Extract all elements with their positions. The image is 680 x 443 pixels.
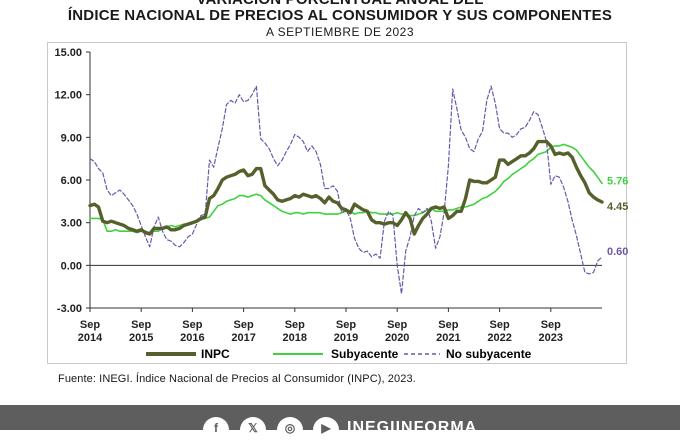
- y-tick-label: 9.00: [61, 132, 82, 144]
- x-tick-year: 2017: [231, 332, 255, 344]
- x-tick-month: Sep: [387, 319, 407, 331]
- x-tick-month: Sep: [80, 319, 100, 331]
- x-tick-year: 2023: [539, 332, 563, 344]
- x-tick-month: Sep: [490, 319, 510, 331]
- end-label: 4.45: [607, 201, 628, 213]
- x-tick-year: 2016: [180, 332, 204, 344]
- x-tick-year: 2015: [129, 332, 153, 344]
- social-handle[interactable]: INEGIINFORMA: [347, 419, 478, 436]
- end-label: 0.60: [607, 246, 628, 258]
- x-tick-year: 2018: [283, 332, 307, 344]
- y-tick-label: 6.00: [61, 175, 82, 187]
- end-label: 5.76: [607, 175, 628, 187]
- legend-no-subyacente-label: No subyacente: [446, 347, 532, 361]
- end-labels: 5.76 4.45 0.60: [607, 175, 628, 257]
- x-tick-year: 2014: [78, 332, 103, 344]
- axes: [89, 52, 602, 309]
- series-group: [88, 85, 604, 295]
- x-tick-year: 2022: [487, 332, 511, 344]
- y-tick-label: 12.00: [54, 90, 82, 102]
- footer-bar: [0, 405, 680, 430]
- chart-subtitle: A SEPTIEMBRE DE 2023: [265, 25, 415, 39]
- x-tick-month: Sep: [182, 319, 202, 331]
- instagram-icon[interactable]: ◎: [277, 417, 303, 443]
- y-tick-label: -3.00: [57, 303, 82, 315]
- x-tick-month: Sep: [438, 319, 458, 331]
- chart-title-line-1: VARIACIÓN PORCENTUAL ANUAL DEL: [0, 0, 680, 8]
- y-tick-label: 0.00: [61, 260, 82, 272]
- x-tick-year: 2019: [334, 332, 358, 344]
- legend: INPC Subyacente No subyacente: [146, 347, 532, 361]
- x-tick-month: Sep: [541, 319, 561, 331]
- facebook-icon[interactable]: f: [203, 417, 229, 443]
- chart-frame: [47, 42, 627, 364]
- series-subyacente: [89, 143, 603, 234]
- y-axis: 15.00 12.00 9.00 6.00 3.00 0.00 -3.00: [54, 47, 90, 315]
- y-tick-label: 3.00: [61, 218, 82, 230]
- series-inpc: [88, 139, 604, 236]
- chart-title-line-2: ÍNDICE NACIONAL DE PRECIOS AL CONSUMIDOR…: [67, 7, 613, 24]
- source-note: Fuente: INEGI. Índice Nacional de Precio…: [58, 373, 416, 385]
- x-tick-year: 2020: [385, 332, 409, 344]
- x-axis: Sep2014Sep2015Sep2016Sep2017Sep2018Sep20…: [78, 308, 563, 344]
- legend-inpc-label: INPC: [201, 347, 230, 361]
- x-tick-month: Sep: [285, 319, 305, 331]
- x-icon[interactable]: 𝕏: [240, 417, 266, 443]
- legend-subyacente-label: Subyacente: [331, 347, 399, 361]
- series-no-subyacente: [89, 85, 603, 295]
- x-tick-year: 2021: [436, 332, 460, 344]
- x-tick-month: Sep: [336, 319, 356, 331]
- youtube-icon[interactable]: ▶: [313, 417, 339, 443]
- x-tick-month: Sep: [131, 319, 151, 331]
- x-tick-month: Sep: [234, 319, 254, 331]
- y-tick-label: 15.00: [54, 47, 82, 59]
